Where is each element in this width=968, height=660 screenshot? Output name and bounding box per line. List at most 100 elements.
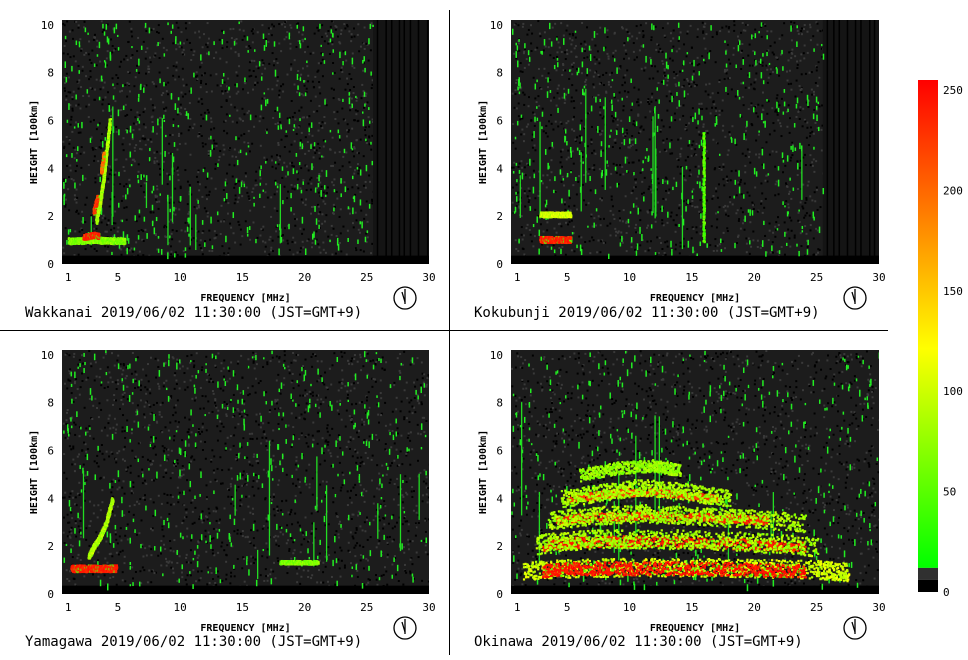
echo-traces xyxy=(539,131,707,245)
colorbar-tick-label: 0 xyxy=(943,586,950,599)
x-tick-label: 20 xyxy=(748,601,761,614)
y-tick-label: 6 xyxy=(496,114,503,127)
panel-divider-vertical xyxy=(449,10,450,655)
y-tick-label: 0 xyxy=(47,588,54,601)
interference-layer xyxy=(511,22,825,259)
echo-trace-8 xyxy=(578,459,682,483)
clock-icon xyxy=(843,286,867,310)
x-tick-label: 20 xyxy=(298,601,311,614)
ground-band xyxy=(511,585,879,594)
y-axis-label: HEIGHT [100km] xyxy=(478,430,489,514)
y-tick-label: 6 xyxy=(496,444,503,457)
y-axis-label: HEIGHT [100km] xyxy=(29,430,40,514)
x-tick-label: 1 xyxy=(514,271,521,284)
station-caption: Kokubunji 2019/06/02 11:30:00 (JST=GMT+9… xyxy=(474,305,820,321)
y-tick-label: 4 xyxy=(47,492,54,505)
x-axis-label: FREQUENCY [MHz] xyxy=(200,293,290,304)
y-tick-label: 2 xyxy=(47,540,54,553)
y-tick-label: 8 xyxy=(47,397,54,410)
colorbar-tick-label: 250 xyxy=(943,84,963,97)
y-tick-label: 4 xyxy=(496,492,503,505)
y-tick-label: 4 xyxy=(47,162,54,175)
x-axis-label: FREQUENCY [MHz] xyxy=(650,623,740,634)
noise-layer xyxy=(62,350,429,594)
colorbar-tick-label: 50 xyxy=(943,486,956,499)
y-tick-label: 8 xyxy=(47,67,54,80)
station-caption: Yamagawa 2019/06/02 11:30:00 (JST=GMT+9) xyxy=(25,634,362,650)
x-axis-label: FREQUENCY [MHz] xyxy=(200,623,290,634)
x-tick-label: 30 xyxy=(872,271,885,284)
y-tick-label: 0 xyxy=(496,258,503,271)
x-tick-label: 1 xyxy=(65,271,72,284)
x-tick-label: 1 xyxy=(514,601,521,614)
echo-traces xyxy=(70,497,320,574)
y-tick-label: 8 xyxy=(496,67,503,80)
x-tick-label: 15 xyxy=(685,271,698,284)
y-tick-label: 2 xyxy=(496,540,503,553)
x-tick-label: 25 xyxy=(360,271,373,284)
y-axis-label: HEIGHT [100km] xyxy=(478,100,489,184)
clock-icon xyxy=(393,286,417,310)
panel-divider-horizontal xyxy=(0,330,888,331)
x-tick-label: 5 xyxy=(564,601,571,614)
plot-background xyxy=(511,20,879,264)
x-tick-label: 30 xyxy=(422,271,435,284)
x-axis-label: FREQUENCY [MHz] xyxy=(650,293,740,304)
echo-trace-3 xyxy=(535,529,820,558)
x-tick-label: 30 xyxy=(422,601,435,614)
echo-trace-1 xyxy=(539,211,573,219)
echo-trace-0 xyxy=(70,564,119,574)
no-data-region xyxy=(373,20,429,264)
echo-trace-1 xyxy=(82,231,101,241)
y-tick-label: 8 xyxy=(496,397,503,410)
y-tick-label: 6 xyxy=(47,114,54,127)
colorbar-tick-label: 150 xyxy=(943,285,963,298)
x-tick-label: 15 xyxy=(236,271,249,284)
x-tick-label: 1 xyxy=(65,601,72,614)
x-tick-label: 5 xyxy=(115,601,122,614)
ground-band xyxy=(511,255,879,264)
y-tick-label: 2 xyxy=(47,210,54,223)
echo-traces xyxy=(522,459,851,583)
y-tick-label: 0 xyxy=(496,588,503,601)
y-tick-label: 10 xyxy=(490,349,503,362)
y-axis-label: HEIGHT [100km] xyxy=(29,100,40,184)
x-tick-label: 20 xyxy=(748,271,761,284)
x-tick-label: 30 xyxy=(872,601,885,614)
y-tick-label: 4 xyxy=(496,162,503,175)
echo-trace-1 xyxy=(87,497,115,560)
echo-trace-5 xyxy=(547,504,808,534)
y-tick-label: 2 xyxy=(496,210,503,223)
echo-trace-4 xyxy=(92,194,100,216)
x-tick-label: 15 xyxy=(236,601,249,614)
y-tick-label: 0 xyxy=(47,258,54,271)
y-tick-label: 10 xyxy=(490,19,503,32)
colorbar-tick-label: 100 xyxy=(943,385,963,398)
y-tick-label: 10 xyxy=(41,19,54,32)
colorbar-tick-label: 200 xyxy=(943,184,963,197)
x-tick-label: 25 xyxy=(810,271,823,284)
clock-icon xyxy=(843,616,867,640)
x-tick-label: 20 xyxy=(298,271,311,284)
x-tick-label: 10 xyxy=(623,271,636,284)
colorbar-gradient xyxy=(918,80,938,568)
interference-layer xyxy=(63,21,374,260)
echo-trace-0 xyxy=(539,235,573,245)
x-tick-label: 5 xyxy=(115,271,122,284)
x-tick-label: 25 xyxy=(810,601,823,614)
interference-layer xyxy=(63,350,428,591)
plot-background xyxy=(511,350,879,594)
ground-band xyxy=(62,255,429,264)
y-tick-label: 6 xyxy=(47,444,54,457)
x-tick-label: 15 xyxy=(685,601,698,614)
x-tick-label: 10 xyxy=(174,601,187,614)
x-tick-label: 25 xyxy=(360,601,373,614)
echo-trace-2 xyxy=(702,131,707,244)
echo-trace-3 xyxy=(100,151,106,175)
echo-traces xyxy=(67,118,127,246)
